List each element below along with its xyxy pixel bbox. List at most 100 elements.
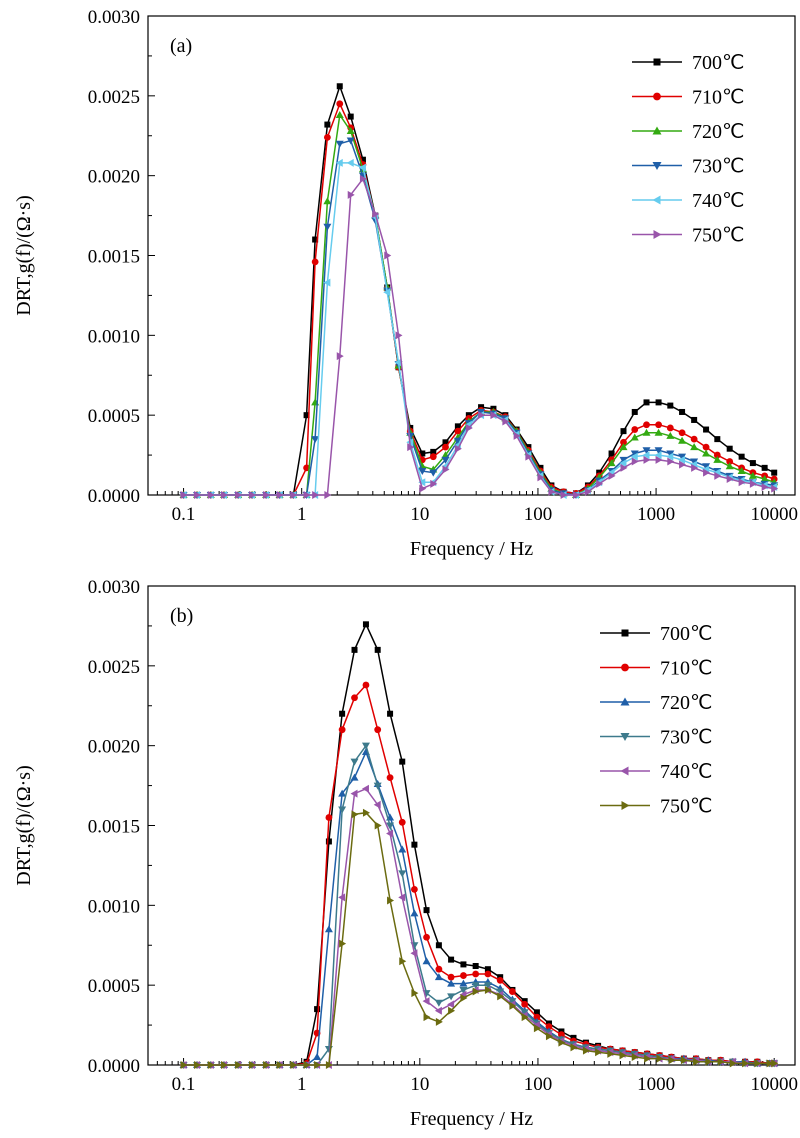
- y-tick-label: 0.0020: [88, 737, 140, 758]
- series-line: [183, 177, 775, 496]
- x-tick-label: 100: [524, 504, 553, 525]
- data-point: [761, 483, 769, 492]
- data-point: [483, 982, 492, 990]
- legend-label: 710℃: [660, 658, 712, 680]
- legend: 700℃ 710℃ 720℃ 730℃ 740℃ 750℃: [600, 623, 712, 818]
- data-point: [448, 956, 455, 963]
- data-point: [679, 460, 687, 469]
- data-point: [607, 459, 616, 467]
- panel-label: (a): [170, 35, 192, 57]
- data-point: [607, 1049, 615, 1058]
- legend-label: 700℃: [660, 623, 712, 645]
- legend-marker: [653, 92, 661, 101]
- x-tick-label: 1: [297, 1074, 307, 1095]
- series-710℃: [180, 100, 778, 499]
- data-point: [324, 121, 331, 128]
- data-point: [221, 1061, 229, 1069]
- data-point: [630, 450, 639, 458]
- chart-panel-b: 0.1 1 10 100 1000 10000 0.0000 0.0005 0.0010 0.00…: [13, 577, 798, 1130]
- data-point: [423, 933, 430, 941]
- data-point: [323, 278, 331, 287]
- data-point: [410, 949, 418, 958]
- data-point: [678, 453, 687, 461]
- data-point: [235, 491, 243, 499]
- data-point: [655, 455, 663, 464]
- data-point: [548, 487, 556, 496]
- data-point: [361, 742, 370, 750]
- data-point: [435, 942, 442, 949]
- legend-marker: [621, 663, 629, 672]
- data-point: [702, 443, 710, 451]
- data-point: [398, 818, 406, 826]
- legend-marker: [621, 629, 629, 637]
- data-point: [644, 1054, 652, 1063]
- series-line: [183, 744, 775, 1066]
- data-point: [537, 473, 545, 482]
- legend-label: 750℃: [692, 225, 744, 247]
- data-point: [336, 352, 344, 361]
- data-point: [314, 1006, 321, 1013]
- data-point: [351, 810, 359, 819]
- data-point: [533, 1024, 541, 1033]
- data-point: [472, 987, 480, 996]
- data-point: [325, 814, 333, 821]
- data-point: [394, 358, 402, 367]
- data-point: [207, 1061, 215, 1069]
- data-point: [643, 421, 650, 429]
- y-tick-label: 0.0025: [88, 657, 140, 678]
- data-point: [411, 841, 418, 848]
- data-point: [490, 411, 498, 420]
- data-point: [666, 424, 674, 432]
- data-point: [678, 455, 686, 464]
- data-point: [410, 909, 419, 917]
- x-tick-label: 10: [410, 504, 429, 525]
- data-point: [338, 806, 347, 814]
- y-tick-label: 0.0025: [88, 87, 140, 108]
- data-point: [435, 965, 443, 973]
- data-point: [472, 963, 479, 970]
- y-tick-label: 0.0010: [88, 896, 140, 917]
- data-point: [521, 1000, 529, 1008]
- data-point: [525, 452, 533, 461]
- data-point: [454, 423, 461, 430]
- data-point: [460, 972, 467, 979]
- data-point: [442, 439, 449, 446]
- data-point: [386, 774, 394, 781]
- data-point: [714, 471, 722, 480]
- series-740℃: [179, 158, 778, 499]
- data-point: [221, 491, 229, 499]
- data-point: [351, 646, 358, 653]
- data-point: [496, 976, 504, 984]
- data-point: [502, 417, 510, 426]
- data-point: [642, 447, 651, 455]
- data-point: [358, 163, 366, 172]
- data-point: [442, 465, 450, 474]
- data-point: [430, 479, 438, 488]
- data-point: [399, 758, 406, 765]
- data-point: [726, 445, 733, 452]
- data-point: [346, 158, 354, 167]
- series-730℃: [179, 742, 779, 1069]
- x-tick-label: 10000: [750, 504, 798, 525]
- legend-marker: [652, 195, 661, 205]
- data-point: [726, 458, 734, 465]
- data-point: [771, 484, 779, 493]
- data-point: [447, 979, 456, 987]
- series-750℃: [180, 808, 779, 1069]
- data-point: [399, 957, 407, 966]
- data-point: [346, 137, 355, 145]
- data-point: [533, 1013, 541, 1021]
- data-point: [631, 1053, 639, 1062]
- y-tick-label: 0.0000: [88, 486, 140, 507]
- data-point: [347, 113, 354, 120]
- data-point: [642, 428, 651, 436]
- series-720℃: [179, 110, 779, 498]
- data-point: [386, 822, 395, 830]
- data-point: [713, 455, 722, 463]
- data-point: [608, 450, 615, 457]
- data-point: [325, 1061, 333, 1069]
- data-point: [573, 491, 581, 499]
- legend-marker: [620, 697, 630, 706]
- data-point: [362, 808, 370, 817]
- data-point: [460, 993, 468, 1002]
